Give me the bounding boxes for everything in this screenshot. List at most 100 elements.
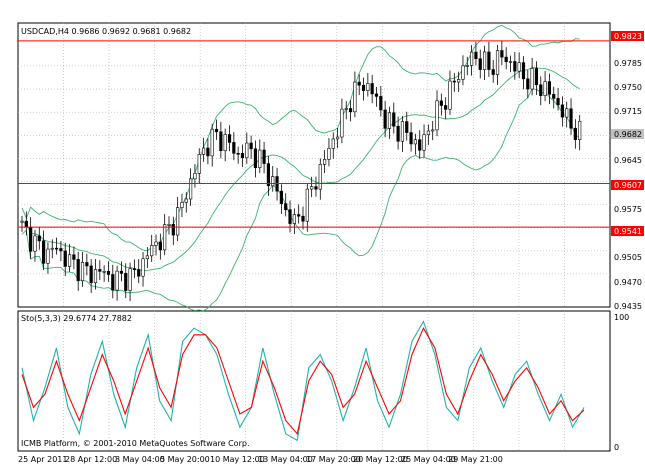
candle-body	[422, 134, 426, 151]
candle-body	[314, 186, 318, 190]
candle-body	[379, 96, 383, 111]
price-label: 0.9785	[614, 59, 642, 68]
candle-body	[396, 125, 400, 142]
candle-body	[435, 100, 439, 131]
candle-body	[426, 130, 430, 135]
candle-body	[534, 68, 539, 86]
candle-body	[366, 83, 370, 91]
candle-body	[578, 120, 582, 141]
candle-body	[124, 272, 128, 291]
candle-body	[89, 265, 93, 284]
candle-body	[323, 159, 327, 165]
hline-tag	[611, 31, 644, 41]
candle-body	[297, 214, 301, 217]
candle-body	[521, 62, 526, 80]
main-chart-header: USDCAD,H4 0.9686 0.9692 0.9681 0.9682	[21, 27, 191, 36]
candle-body	[63, 250, 67, 267]
candle-body	[310, 186, 314, 190]
candle-body	[361, 84, 366, 91]
candle-body	[201, 147, 206, 155]
candle-body	[271, 176, 275, 187]
candle-body	[245, 142, 249, 159]
candle-body	[115, 270, 119, 291]
candle-body	[210, 128, 214, 157]
candle-body	[145, 255, 149, 260]
candle-body	[227, 134, 232, 143]
candle-body	[340, 108, 344, 138]
candle-body	[137, 269, 141, 277]
candle-body	[240, 153, 245, 159]
candle-body	[193, 173, 197, 180]
candle-body	[167, 224, 171, 226]
candle-body	[111, 274, 115, 291]
candle-body	[80, 262, 85, 282]
candle-body	[93, 269, 98, 284]
candle-body	[374, 93, 379, 97]
candle-body	[150, 245, 154, 257]
stochastic-lines	[21, 320, 585, 442]
candle-body	[176, 207, 180, 236]
bollinger-middle	[21, 67, 580, 272]
time-label: 13 May 04:00	[258, 455, 313, 464]
candle-body	[474, 51, 478, 59]
candle-body	[560, 104, 564, 118]
horizontal-lines[interactable]	[18, 40, 610, 228]
candle-body	[42, 240, 46, 264]
stoch-signal-line	[21, 326, 585, 435]
candle-body	[54, 247, 59, 250]
price-label: 0.9470	[614, 278, 642, 287]
candle-body	[163, 224, 167, 251]
candle-body	[400, 121, 405, 142]
candle-body	[526, 78, 530, 90]
candle-body	[461, 65, 465, 80]
candle-body	[102, 270, 106, 273]
candle-body	[266, 163, 271, 187]
candle-body	[465, 65, 469, 67]
candle-body	[335, 136, 340, 140]
indicator-scale-top: 100	[614, 313, 629, 322]
hline-tag	[611, 226, 644, 236]
candle-body	[539, 84, 543, 96]
candle-body	[556, 98, 560, 106]
candle-body	[59, 248, 63, 252]
bollinger-lower	[21, 88, 580, 312]
candle-body	[50, 247, 54, 250]
candle-body	[439, 100, 443, 106]
main-chart-frame	[17, 22, 611, 308]
candle-body	[353, 81, 357, 113]
time-label: 10 May 12:00	[210, 455, 265, 464]
candle-body	[348, 108, 353, 113]
candle-body	[184, 198, 188, 203]
candle-body	[504, 56, 508, 62]
time-label: 28 Apr 12:00	[65, 455, 117, 464]
candle-body	[370, 83, 374, 95]
hline-label: 0.9541	[614, 227, 642, 236]
time-label: 25 May 04:00	[401, 455, 456, 464]
candle-body	[552, 93, 556, 99]
candle-body	[487, 51, 491, 70]
candle-body	[495, 50, 500, 75]
candle-body	[448, 80, 452, 110]
candle-body	[214, 128, 219, 133]
candle-body	[305, 188, 309, 222]
candle-body	[565, 108, 569, 118]
candle-body	[171, 224, 175, 236]
candle-body	[258, 149, 262, 168]
candle-body	[76, 259, 80, 282]
hline-label: 0.9823	[614, 32, 642, 41]
candle-body	[67, 254, 72, 267]
hline-label: 0.9607	[614, 181, 642, 190]
candle-body	[37, 235, 41, 242]
candle-body	[392, 112, 396, 127]
candle-body	[236, 153, 240, 155]
time-label: 25 Apr 2011	[18, 455, 67, 464]
candle-body	[128, 268, 132, 291]
stoch-main-line	[21, 320, 585, 442]
price-label: 0.9505	[614, 253, 642, 262]
price-label: 0.9575	[614, 205, 642, 214]
candle-body	[288, 209, 292, 224]
candle-body	[405, 121, 409, 133]
candle-body	[223, 134, 227, 152]
price-label: 0.9715	[614, 107, 642, 116]
